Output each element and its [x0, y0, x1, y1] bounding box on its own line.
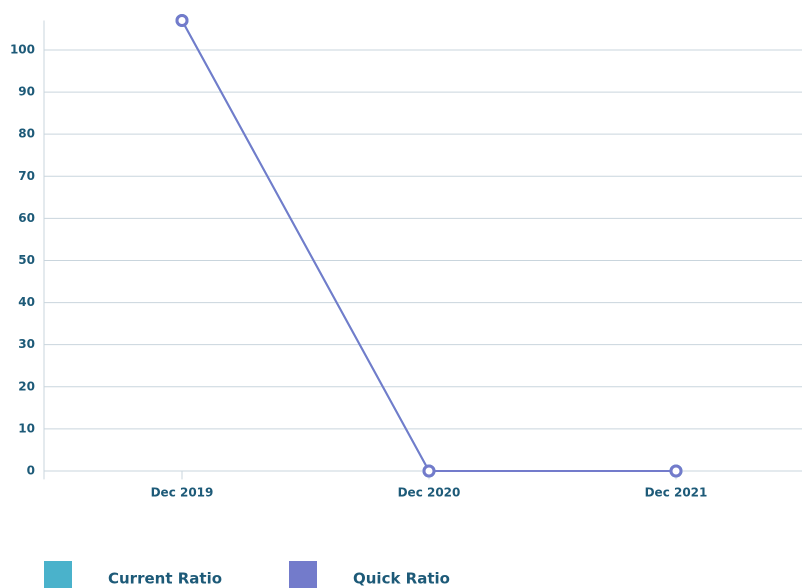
y-tick-label: 80: [18, 127, 35, 141]
y-tick-label: 20: [18, 379, 35, 393]
y-tick-label: 100: [10, 42, 35, 56]
legend-swatch: [44, 561, 72, 588]
y-tick-label: 0: [27, 463, 35, 477]
legend-swatch: [289, 561, 317, 588]
y-tick-label: 40: [18, 295, 35, 309]
point: [175, 14, 189, 27]
y-tick-label: 60: [18, 211, 35, 225]
y-tick-label: 10: [18, 421, 35, 435]
legend-label: Quick Ratio: [353, 570, 450, 588]
series-line: [181, 20, 676, 472]
series-line: [181, 20, 676, 472]
x-tick-label: Dec 2019: [151, 486, 214, 500]
point: [669, 464, 683, 478]
x-tick-label: Dec 2020: [398, 486, 461, 500]
y-tick-label: 30: [18, 337, 35, 351]
y-tick-label: 70: [18, 169, 35, 183]
y-tick-label: 50: [18, 253, 35, 267]
point: [422, 464, 436, 478]
y-tick-label: 90: [18, 85, 35, 99]
legend-label: Current Ratio: [108, 570, 222, 588]
x-tick-label: Dec 2021: [645, 486, 708, 500]
